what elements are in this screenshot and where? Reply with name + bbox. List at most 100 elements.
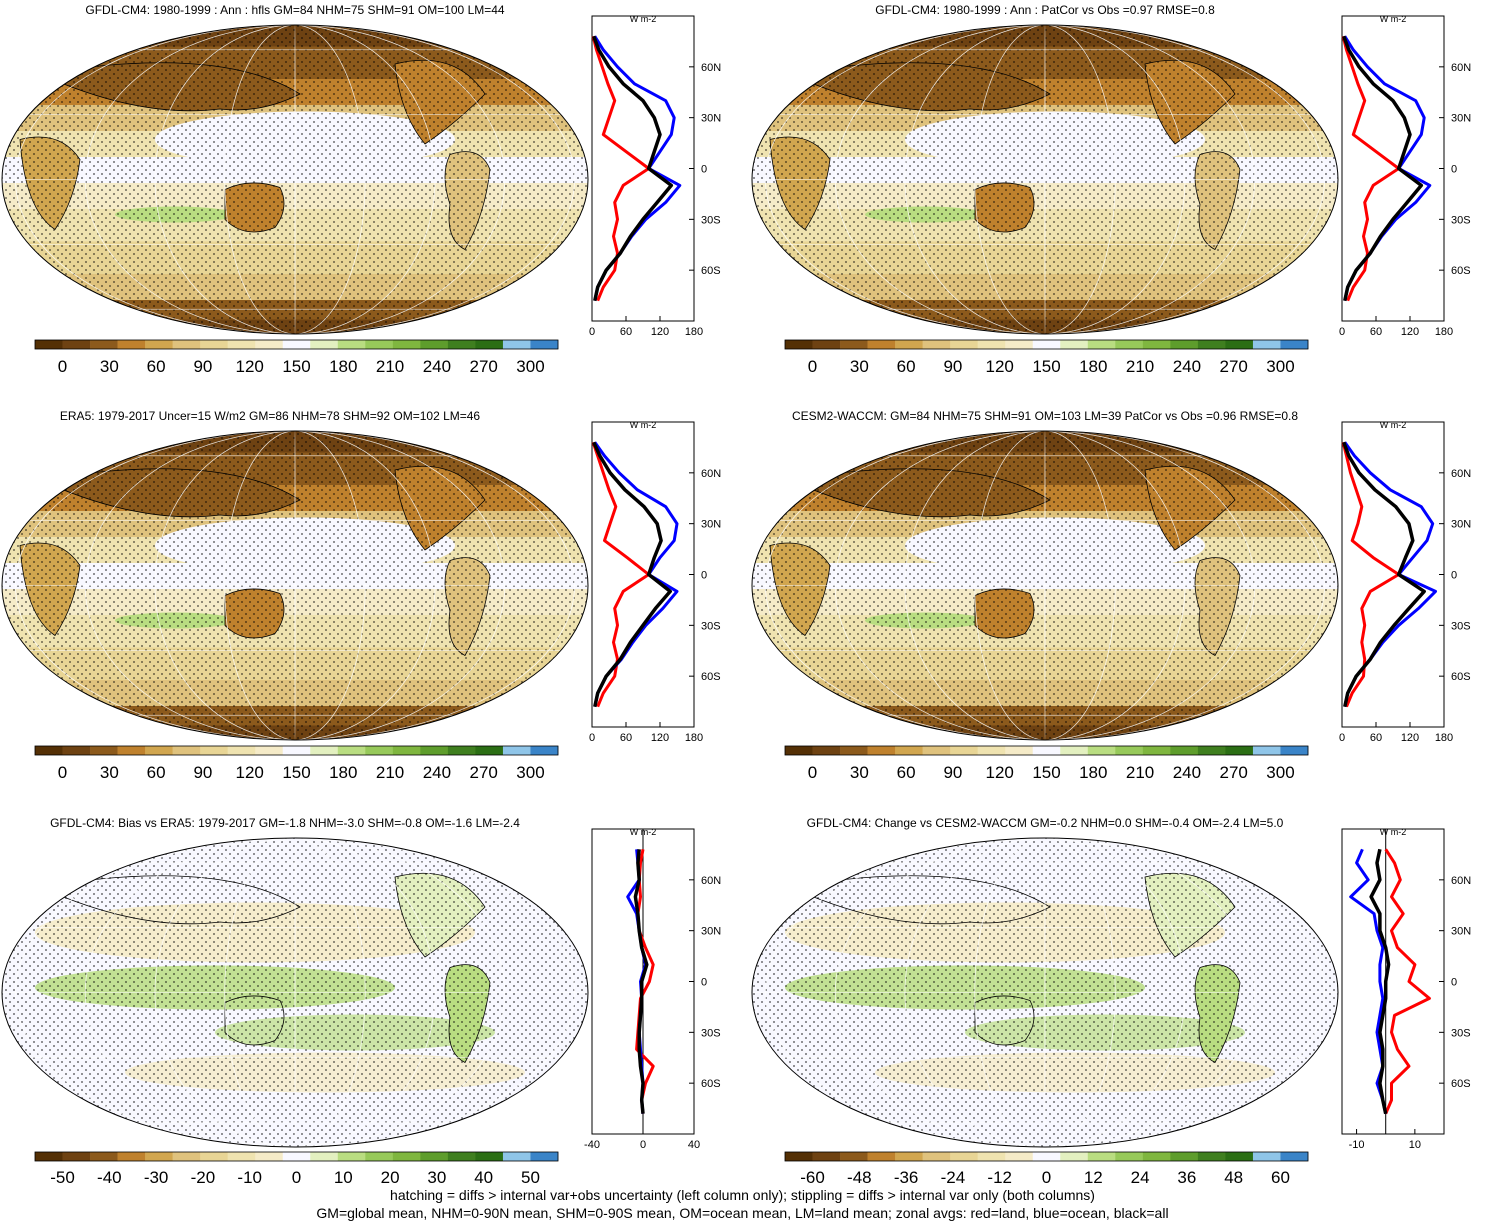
colorbar-swatch [950, 1152, 978, 1161]
colorbar-swatch [1252, 340, 1281, 349]
profile-ytick-label: 60N [701, 62, 721, 74]
colorbar-swatch [62, 1152, 91, 1161]
map-outline [751, 24, 1339, 335]
profile-unit-label: W m-2 [630, 827, 657, 837]
colorbar-swatch [62, 746, 91, 755]
colorbar-swatch [1142, 340, 1171, 349]
colorbar-swatch [530, 340, 559, 349]
colorbar-tick-label: -30 [144, 1168, 169, 1187]
map-outline [1, 837, 589, 1148]
profile-line-all [1342, 35, 1424, 302]
colorbar-swatch [90, 1152, 118, 1161]
map-outline [1, 24, 589, 335]
colorbar-swatch [785, 340, 813, 349]
colorbar-1: 0 30 60 90 120 150 180 210 240 270 300 [34, 339, 559, 376]
graticule-meridian [1044, 838, 1046, 1147]
colorbar-swatch [1060, 340, 1089, 349]
colorbar-swatch [35, 1152, 63, 1161]
zonal-profile-2: 60N 30N 0 30S 60S 0 60 120 180 W m-2 [1339, 14, 1471, 338]
profile-ytick-label: 0 [1451, 570, 1457, 582]
colorbar-tick-label: 120 [236, 357, 264, 376]
colorbar-swatch [1087, 1152, 1116, 1161]
colorbar-swatch [392, 340, 421, 349]
profile-ytick-label: 60N [1451, 875, 1471, 887]
colorbar-swatch [62, 340, 91, 349]
colorbar-tick-label: 60 [897, 357, 916, 376]
colorbar-tick-label: 10 [334, 1168, 353, 1187]
colorbar-tick-label: 0 [292, 1168, 301, 1187]
graticule-meridian [834, 431, 1256, 740]
colorbar-swatch [950, 746, 978, 755]
map-stippling [2, 25, 588, 334]
colorbar-tick-label: 36 [1177, 1168, 1196, 1187]
profile-xtick-label: -40 [584, 1139, 600, 1151]
colorbar-2: 0 30 60 90 120 150 180 210 240 270 300 [784, 339, 1309, 376]
colorbar-frame [34, 339, 559, 350]
colorbar-tick-label: 180 [329, 357, 357, 376]
colorbar-tick-label: -60 [800, 1168, 825, 1187]
graticule-meridian [15, 431, 575, 740]
profile-ytick-label: 60N [701, 468, 721, 480]
map-panel-5 [1, 837, 589, 1148]
colorbar-swatch [475, 1152, 504, 1161]
colorbar-tick-label: 90 [193, 357, 212, 376]
colorbar-tick-label: 24 [1131, 1168, 1150, 1187]
colorbar-swatch [977, 746, 1006, 755]
colorbar-swatch [1252, 1152, 1281, 1161]
profile-ytick-label: 0 [701, 570, 707, 582]
zonal-profile-5: 60N 30N 0 30S 60S -40 0 40 W m-2 [584, 827, 721, 1151]
map-panel-3 [1, 430, 589, 741]
graticule-meridian [765, 25, 1325, 334]
profile-xtick-label: 10 [1409, 1139, 1421, 1151]
map-stippling [2, 431, 588, 740]
colorbar-swatch [867, 340, 896, 349]
panel-title-6: GFDL-CM4: Change vs CESM2-WACCM GM=-0.2 … [807, 816, 1284, 830]
map-panel-1 [1, 24, 589, 335]
colorbar-swatch [1060, 746, 1089, 755]
colorbar-tick-label: 210 [1126, 763, 1154, 782]
graticule-meridian [974, 838, 1116, 1147]
colorbar-tick-label: 30 [427, 1168, 446, 1187]
map-outline [751, 837, 1339, 1148]
colorbar-swatch [200, 746, 228, 755]
colorbar-swatch [227, 340, 256, 349]
colorbar-swatch [922, 1152, 951, 1161]
colorbar-tick-label: 48 [1224, 1168, 1243, 1187]
colorbar-swatch [1032, 1152, 1061, 1161]
colorbar-frame [34, 1151, 559, 1162]
profile-xtick-label: 60 [1370, 732, 1382, 744]
profile-xtick-label: 180 [1435, 732, 1453, 744]
colorbar-tick-label: 210 [376, 357, 404, 376]
profile-ytick-label: 60S [701, 671, 721, 683]
colorbar-tick-label: 60 [1271, 1168, 1290, 1187]
graticule-meridian [974, 25, 1116, 334]
colorbar-swatch [447, 340, 476, 349]
colorbar-swatch [227, 746, 256, 755]
profile-unit-label: W m-2 [1380, 827, 1407, 837]
colorbar-swatch [365, 1152, 394, 1161]
colorbar-swatch [1280, 1152, 1309, 1161]
colorbar-swatch [35, 746, 63, 755]
colorbar-swatch [1005, 1152, 1034, 1161]
colorbar-swatch [840, 746, 868, 755]
colorbar-tick-label: 210 [1126, 357, 1154, 376]
map-outline [751, 430, 1339, 741]
colorbar-swatch [255, 746, 284, 755]
graticule-meridian [1044, 25, 1046, 334]
profile-ytick-label: 60S [701, 1078, 721, 1090]
colorbar-swatch [145, 1152, 173, 1161]
colorbar-tick-label: -10 [237, 1168, 262, 1187]
colorbar-tick-label: 240 [1173, 357, 1201, 376]
profile-ytick-label: 30S [1451, 1027, 1471, 1039]
profile-ytick-label: 60N [701, 875, 721, 887]
profile-line-all [633, 849, 649, 1114]
colorbar-swatch [392, 746, 421, 755]
colorbar-swatch [255, 340, 284, 349]
colorbar-tick-label: -24 [941, 1168, 966, 1187]
map-stippling [2, 838, 588, 1147]
colorbar-tick-label: 30 [850, 763, 869, 782]
profile-xtick-label: -10 [1349, 1139, 1365, 1151]
map-panel-2 [751, 24, 1339, 335]
graticule-meridian [224, 431, 366, 740]
colorbar-tick-label: 150 [1032, 357, 1060, 376]
